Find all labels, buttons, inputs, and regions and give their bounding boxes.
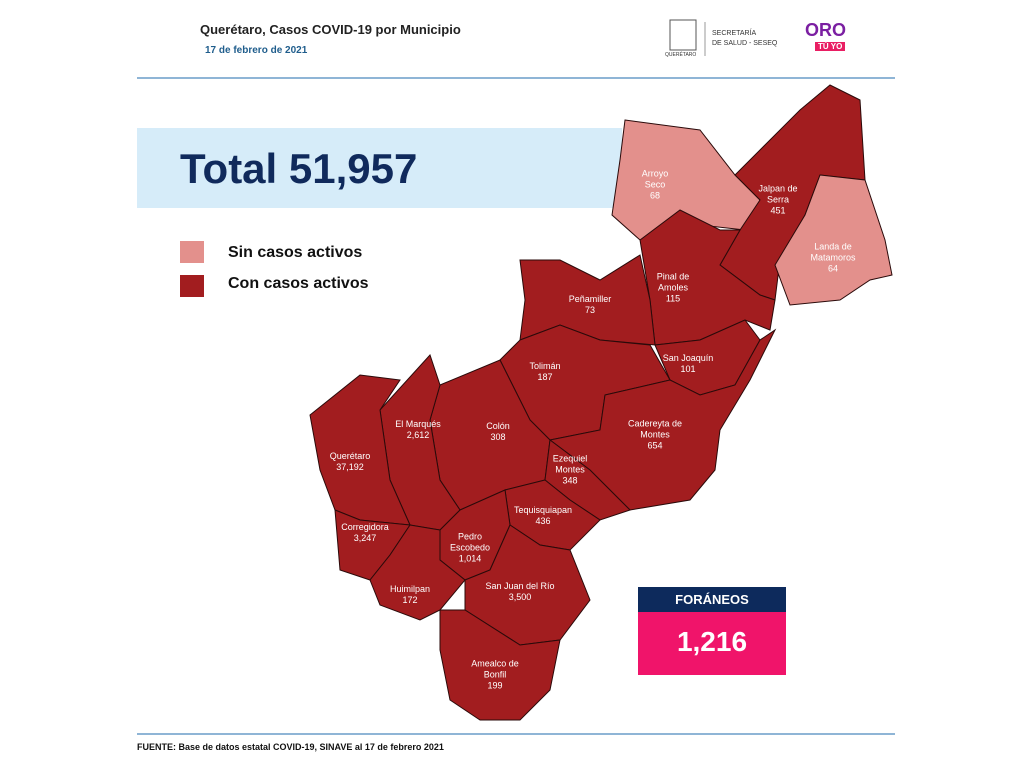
municipality-name: Cadereyta de Montes [627, 418, 683, 440]
brand-sub: TÚ YO [815, 42, 846, 51]
municipality-cases: 187 [537, 372, 553, 382]
municipality-name: Amealco de Bonfil [471, 658, 519, 680]
municipality [774, 174, 893, 306]
foraneos-box [638, 612, 786, 675]
municipality-name: Pedro Escobedo [449, 531, 491, 553]
municipality-name: Landa de Matamoros [810, 241, 856, 263]
municipality-label: Arroyo Seco 68 [635, 169, 675, 202]
municipality [439, 609, 561, 721]
municipality-label: Jalpan de Serra 451 [753, 184, 803, 217]
foraneos-header [638, 587, 786, 612]
municipality-cases: 2,612 [406, 430, 430, 440]
legend-swatch [180, 275, 204, 297]
municipality-label: Ezequiel Montes 348 [548, 454, 593, 487]
municipality-name: San Joaquín [662, 353, 714, 363]
municipality-name: Colón [486, 421, 510, 431]
municipality-cases: 101 [680, 364, 696, 374]
municipality-cases: 348 [562, 475, 578, 486]
source: FUENTE: Base de datos estatal COVID-19, … [137, 742, 444, 752]
municipality-label: Huimilpan 172 [380, 584, 440, 606]
legend-swatch [180, 241, 204, 263]
title: Querétaro, Casos COVID-19 por Municipio [200, 22, 461, 37]
municipality-name: Huimilpan [389, 584, 431, 594]
brand: ORO [805, 20, 847, 40]
municipality-cases: 436 [535, 516, 551, 526]
municipality [309, 374, 411, 526]
municipality-cases: 308 [490, 432, 506, 442]
municipality-name: Jalpan de Serra [758, 183, 798, 205]
municipality-cases: 64 [827, 263, 838, 274]
municipality [369, 524, 466, 621]
municipality-cases: 172 [402, 595, 418, 605]
legend-label: Con casos activos [228, 275, 369, 292]
municipality-name: Tequisquiapan [513, 505, 573, 515]
total: Total 51,957 [180, 145, 418, 192]
municipality-name: Peñamiller [568, 294, 612, 304]
municipality-name: San Juan del Río [485, 581, 555, 591]
municipality-cases: 73 [584, 305, 595, 315]
legend-label: Sin casos activos [228, 244, 363, 261]
agency: DE SALUD - SESEQ [712, 40, 778, 47]
state-logo-text: QUERÉTARO [665, 52, 697, 58]
municipality-label: Tolimán 187 [520, 361, 570, 383]
date: 17 de febrero de 2021 [205, 45, 308, 56]
municipality-label: Corregidora 3,247 [335, 522, 395, 544]
municipality [611, 119, 761, 241]
municipality-cases: 3,247 [353, 533, 377, 543]
municipality-name: El Marqués [395, 419, 441, 429]
municipality-label: San Joaquín 101 [658, 353, 718, 375]
municipality-name: Tolimán [529, 361, 561, 371]
municipality-name: Ezequiel Montes [552, 453, 588, 475]
municipality-label: Landa de Matamoros 64 [806, 242, 861, 275]
municipality-cases: 115 [665, 293, 681, 304]
municipality-cases: 451 [770, 205, 786, 216]
municipality-cases: 3,500 [508, 592, 532, 602]
total-band [137, 128, 622, 208]
municipality-cases: 199 [487, 680, 503, 691]
municipality-cases: 1,014 [458, 553, 482, 564]
municipality-label: Tequisquiapan 436 [508, 505, 578, 527]
municipality-cases: 654 [647, 440, 663, 451]
municipality-label: Pedro Escobedo 1,014 [448, 532, 493, 565]
municipality [464, 524, 591, 646]
municipality-label: El Marqués 2,612 [388, 419, 448, 441]
municipality-name: Pinal de Amoles [656, 271, 690, 293]
foraneos-label: FORÁNEOS [675, 592, 749, 607]
municipality-name: Querétaro [329, 451, 371, 461]
municipality-label: Pinal de Amoles 115 [651, 272, 696, 305]
foraneos-value: 1,216 [676, 626, 748, 657]
municipality-label: San Juan del Río 3,500 [485, 581, 555, 603]
municipality-label: Peñamiller 73 [560, 294, 620, 316]
municipality-label: Colón 308 [476, 421, 521, 443]
state-logo [669, 19, 697, 51]
municipality-cases: 37,192 [336, 462, 364, 472]
municipality-label: Amealco de Bonfil 199 [468, 659, 523, 692]
municipality-cases: 68 [649, 190, 660, 201]
municipality-label: Cadereyta de Montes 654 [625, 419, 685, 452]
municipality-name: Arroyo Seco [641, 168, 669, 190]
municipality-label: Querétaro 37,192 [325, 451, 375, 473]
agency: SECRETARÍA [712, 30, 757, 37]
municipality-name: Corregidora [341, 522, 389, 532]
